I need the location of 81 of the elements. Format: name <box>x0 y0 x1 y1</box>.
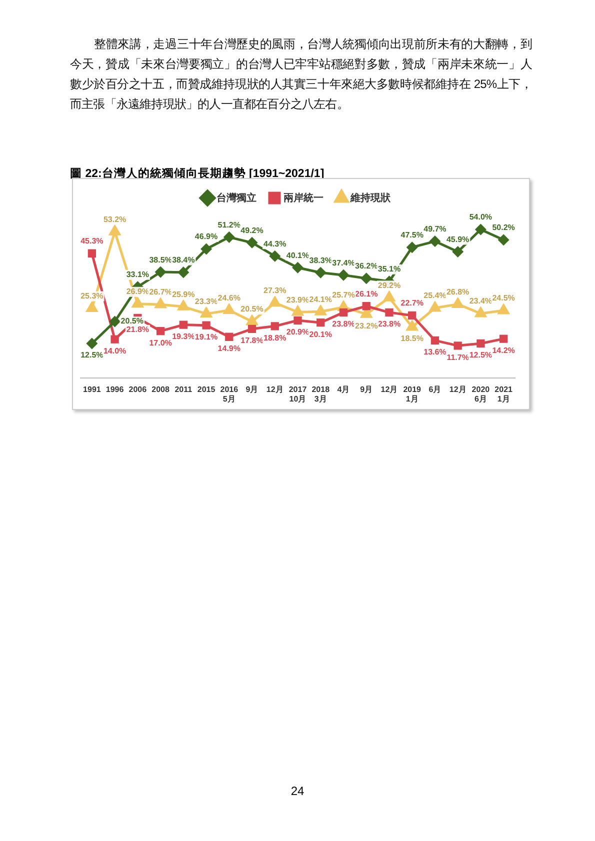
data-label: 20.5% <box>240 304 264 314</box>
data-label: 26.7% <box>149 288 172 297</box>
data-label: 20.5% <box>120 316 144 326</box>
data-label: 26.1% <box>355 289 378 298</box>
x-tick-label: 2019 1月 <box>403 384 422 404</box>
data-label: 45.9% <box>446 234 470 244</box>
data-label: 18.8% <box>264 333 286 342</box>
text: 整體來講，走過三十年台灣歷史的風雨，台灣人統獨傾向出現前所未有的大翻轉，到今天，贊成「未來台灣要獨立」的台灣人已牢牢站穩絕對多數，贊成「兩岸未來統一」人數少於百分之十五，而贊成維持現狀的人其實三十年來絕大多數時候都維持在 25%上下，而主張「永遠維持現狀」的人一直都在百分之八左右。 <box>70 36 532 113</box>
data-label: 51.2% <box>218 220 240 230</box>
data-label: 17.0% <box>149 338 172 348</box>
data-label: 14.9% <box>218 344 240 354</box>
data-label: 36.2% <box>355 262 378 271</box>
data-label: 13.6% <box>424 348 446 357</box>
legend-label: 維持現狀 <box>350 192 392 204</box>
data-label: 37.4% <box>332 258 355 268</box>
data-label: 38.4% <box>172 256 195 265</box>
x-tick-label: 12月 <box>449 384 466 394</box>
data-label: 45.3% <box>80 236 104 246</box>
legend-label: 兩岸統一 <box>284 192 324 204</box>
data-label: 38.3% <box>309 256 332 265</box>
data-label: 22.7% <box>400 298 424 308</box>
data-label: 40.1% <box>286 250 310 260</box>
x-tick-label: 2018 3月 <box>312 384 330 404</box>
x-tick-label: 2017 10月 <box>288 384 308 404</box>
x-tick-label: 2020 6月 <box>472 384 490 404</box>
data-label: 23.9% <box>286 295 310 304</box>
data-label: 49.7% <box>424 224 446 234</box>
text: 24 <box>290 784 306 798</box>
data-label: 14.0% <box>103 346 126 356</box>
data-label: 49.2% <box>240 226 264 235</box>
data-label: 24.6% <box>218 293 240 302</box>
x-tick-label: 9月 <box>360 384 373 394</box>
data-label: 26.9% <box>126 287 150 296</box>
data-label: 53.2% <box>103 214 126 224</box>
x-tick-label: 2006 <box>128 384 148 394</box>
data-label: 33.1% <box>126 270 150 280</box>
data-label: 12.5% <box>469 350 492 360</box>
data-label: 50.2% <box>492 223 515 232</box>
data-label: 35.1% <box>378 264 401 274</box>
data-label: 25.3% <box>80 292 104 301</box>
x-tick-label: 6月 <box>428 384 442 394</box>
data-label: 47.5% <box>400 230 424 240</box>
x-tick-label: 12月 <box>266 384 284 394</box>
data-label: 12.5% <box>80 350 104 360</box>
x-tick-label: 1991 <box>83 384 102 394</box>
data-label: 44.3% <box>264 239 286 248</box>
x-tick-label: 2011 <box>174 384 193 394</box>
data-label: 38.5% <box>149 255 172 264</box>
data-label: 23.3% <box>194 297 218 306</box>
data-label: 23.4% <box>469 296 492 306</box>
x-tick-label: 2015 <box>197 384 216 394</box>
x-tick-label: 2016 5月 <box>220 384 239 404</box>
data-label: 25.9% <box>172 290 195 299</box>
x-tick-label: 1996 <box>106 384 124 394</box>
data-label: 25.7% <box>332 290 355 300</box>
data-label: 24.1% <box>309 294 332 304</box>
data-label: 11.7% <box>446 352 469 362</box>
data-label: 26.8% <box>446 287 470 296</box>
x-tick-label: 12月 <box>380 384 398 394</box>
data-label: 20.1% <box>309 330 332 339</box>
data-label: 29.2% <box>378 280 401 290</box>
x-tick-label: 2021 1月 <box>494 384 514 404</box>
data-label: 19.3% <box>172 332 195 341</box>
data-label: 14.2% <box>492 346 515 355</box>
data-label: 19.1% <box>194 332 218 342</box>
data-label: 23.8% <box>378 320 401 329</box>
legend-label: 台灣獨立 <box>216 192 256 204</box>
data-label: 17.8% <box>240 336 264 346</box>
data-label: 18.5% <box>400 334 424 344</box>
data-label: 23.8% <box>332 320 355 329</box>
x-tick-label: 2008 <box>152 384 170 394</box>
data-label: 24.5% <box>492 294 515 303</box>
data-label: 46.9% <box>194 232 218 242</box>
data-label: 23.2% <box>355 321 378 330</box>
data-label: 21.8% <box>126 325 150 334</box>
data-label: 54.0% <box>469 212 492 222</box>
data-label: 27.3% <box>264 286 286 296</box>
data-label: 20.9% <box>286 328 310 337</box>
data-label: 25.4% <box>424 291 446 300</box>
x-tick-label: 9月 <box>246 384 258 394</box>
x-tick-label: 4月 <box>337 384 350 394</box>
